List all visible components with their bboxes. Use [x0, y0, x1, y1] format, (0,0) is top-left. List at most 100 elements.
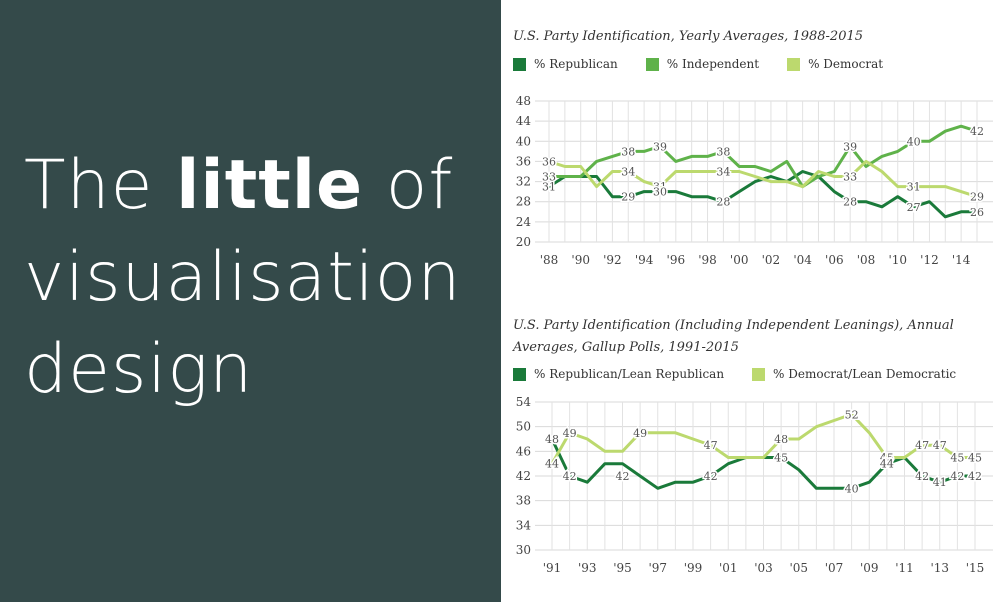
chart2-legend: % Republican/Lean Republican % Democrat/… — [513, 367, 956, 381]
y-tick-label: 36 — [516, 154, 531, 168]
x-tick-label: '91 — [543, 561, 562, 575]
data-label: 34 — [716, 166, 730, 179]
legend-label-rep-lean: % Republican/Lean Republican — [534, 367, 725, 381]
data-label: 45 — [774, 452, 788, 465]
legend-label-dem-lean: % Democrat/Lean Democratic — [773, 367, 957, 381]
data-label: 45 — [968, 452, 982, 465]
data-label: 42 — [970, 125, 984, 138]
data-label: 33 — [542, 171, 556, 184]
x-tick-label: '08 — [857, 253, 876, 267]
data-label: 42 — [616, 470, 630, 483]
headline: The little of visualisation design — [24, 140, 501, 416]
data-label: 40 — [845, 482, 859, 495]
legend-item-rep-lean: % Republican/Lean Republican — [513, 367, 724, 381]
data-label: 28 — [843, 196, 857, 209]
y-tick-label: 48 — [516, 94, 531, 108]
legend-item-independent: % Independent — [645, 57, 760, 71]
data-label: 31 — [542, 181, 556, 194]
legend-label-republican: % Republican — [534, 57, 618, 71]
x-tick-label: '13 — [930, 561, 949, 575]
x-tick-label: '07 — [825, 561, 844, 575]
x-tick-label: '14 — [952, 253, 971, 267]
y-tick-label: 24 — [516, 215, 532, 229]
y-tick-label: 30 — [516, 543, 531, 557]
data-label: 39 — [653, 140, 667, 153]
data-label: 38 — [621, 145, 635, 158]
legend-swatch-rep-lean — [513, 367, 526, 381]
x-tick-label: '02 — [762, 253, 781, 267]
y-tick-label: 38 — [516, 494, 531, 508]
x-tick-label: '10 — [888, 253, 907, 267]
x-tick-label: '93 — [578, 561, 597, 575]
y-tick-label: 32 — [516, 175, 531, 189]
data-label: 45 — [950, 452, 964, 465]
data-label: 42 — [704, 470, 718, 483]
legend-swatch-independent — [645, 57, 659, 71]
series-line-1 — [549, 124, 978, 189]
y-tick-label: 34 — [516, 518, 532, 532]
x-tick-label: '12 — [920, 253, 939, 267]
data-label: 26 — [970, 206, 984, 219]
y-tick-label: 44 — [516, 114, 532, 128]
headline-before: The — [24, 146, 177, 225]
data-label: 38 — [716, 145, 730, 158]
x-tick-label: '88 — [540, 253, 559, 267]
x-tick-label: '05 — [789, 561, 808, 575]
chart1-title: U.S. Party Identification, Yearly Averag… — [513, 29, 864, 44]
data-label: 30 — [653, 186, 667, 199]
data-label: 42 — [968, 470, 982, 483]
data-label: 42 — [563, 470, 577, 483]
data-label: 31 — [653, 181, 667, 194]
series-line-2 — [548, 159, 978, 199]
x-tick-label: '01 — [719, 561, 738, 575]
data-label: 49 — [563, 427, 577, 440]
legend-swatch-dem-lean — [752, 367, 766, 381]
data-label: 45 — [880, 452, 894, 465]
data-label: 34 — [621, 166, 635, 179]
x-tick-label: '99 — [684, 561, 703, 575]
legend-label-independent: % Independent — [666, 57, 760, 71]
y-tick-label: 20 — [516, 235, 531, 249]
x-tick-label: '95 — [613, 561, 632, 575]
x-tick-label: '97 — [648, 561, 667, 575]
charts-panel: U.S. Party Identification, Yearly Averag… — [501, 0, 1000, 602]
legend-item-republican: % Republican — [513, 57, 618, 71]
chart2-title-line2: Averages, Gallup Polls, 1991-2015 — [513, 340, 739, 355]
data-label: 47 — [915, 439, 929, 452]
data-label: 44 — [545, 458, 559, 471]
headline-bold: little — [176, 146, 364, 225]
data-label: 36 — [542, 155, 556, 168]
y-tick-label: 50 — [516, 420, 531, 434]
data-label: 52 — [845, 408, 859, 421]
chart2-title: U.S. Party Identification (Including Ind… — [513, 315, 954, 359]
legend-swatch-democrat — [787, 57, 801, 71]
x-tick-label: '00 — [730, 253, 749, 267]
x-tick-label: '11 — [895, 561, 914, 575]
data-label: 49 — [633, 427, 647, 440]
x-tick-label: '04 — [793, 253, 812, 267]
x-tick-label: '06 — [825, 253, 844, 267]
data-label: 47 — [933, 439, 947, 452]
y-tick-label: 28 — [516, 195, 531, 209]
series-line-1 — [550, 412, 975, 465]
data-label: 31 — [907, 181, 921, 194]
data-label: 44 — [880, 458, 894, 471]
data-label: 29 — [621, 191, 635, 204]
legend-item-democrat: % Democrat — [787, 57, 883, 71]
title-panel: The little of visualisation design — [0, 0, 501, 602]
data-label: 39 — [843, 140, 857, 153]
y-tick-label: 40 — [516, 134, 531, 148]
x-tick-label: '94 — [635, 253, 654, 267]
chart2-plot: 30 34 38 42 46 50 54 '91 '93 '95 '97 '99 '01 '03 '05 '0… — [516, 395, 993, 575]
legend-item-dem-lean: % Democrat/Lean Democratic — [752, 367, 956, 381]
data-label: 47 — [704, 439, 718, 452]
data-label: 42 — [950, 470, 964, 483]
x-tick-label: '09 — [860, 561, 879, 575]
x-tick-label: '90 — [571, 253, 590, 267]
data-label: 27 — [907, 201, 921, 214]
x-tick-label: '03 — [754, 561, 773, 575]
headline-after: of visualisation design — [24, 146, 462, 409]
chart1-legend: % Republican % Independent % Democrat — [513, 57, 883, 71]
x-tick-label: '15 — [966, 561, 985, 575]
y-tick-label: 54 — [516, 395, 532, 409]
